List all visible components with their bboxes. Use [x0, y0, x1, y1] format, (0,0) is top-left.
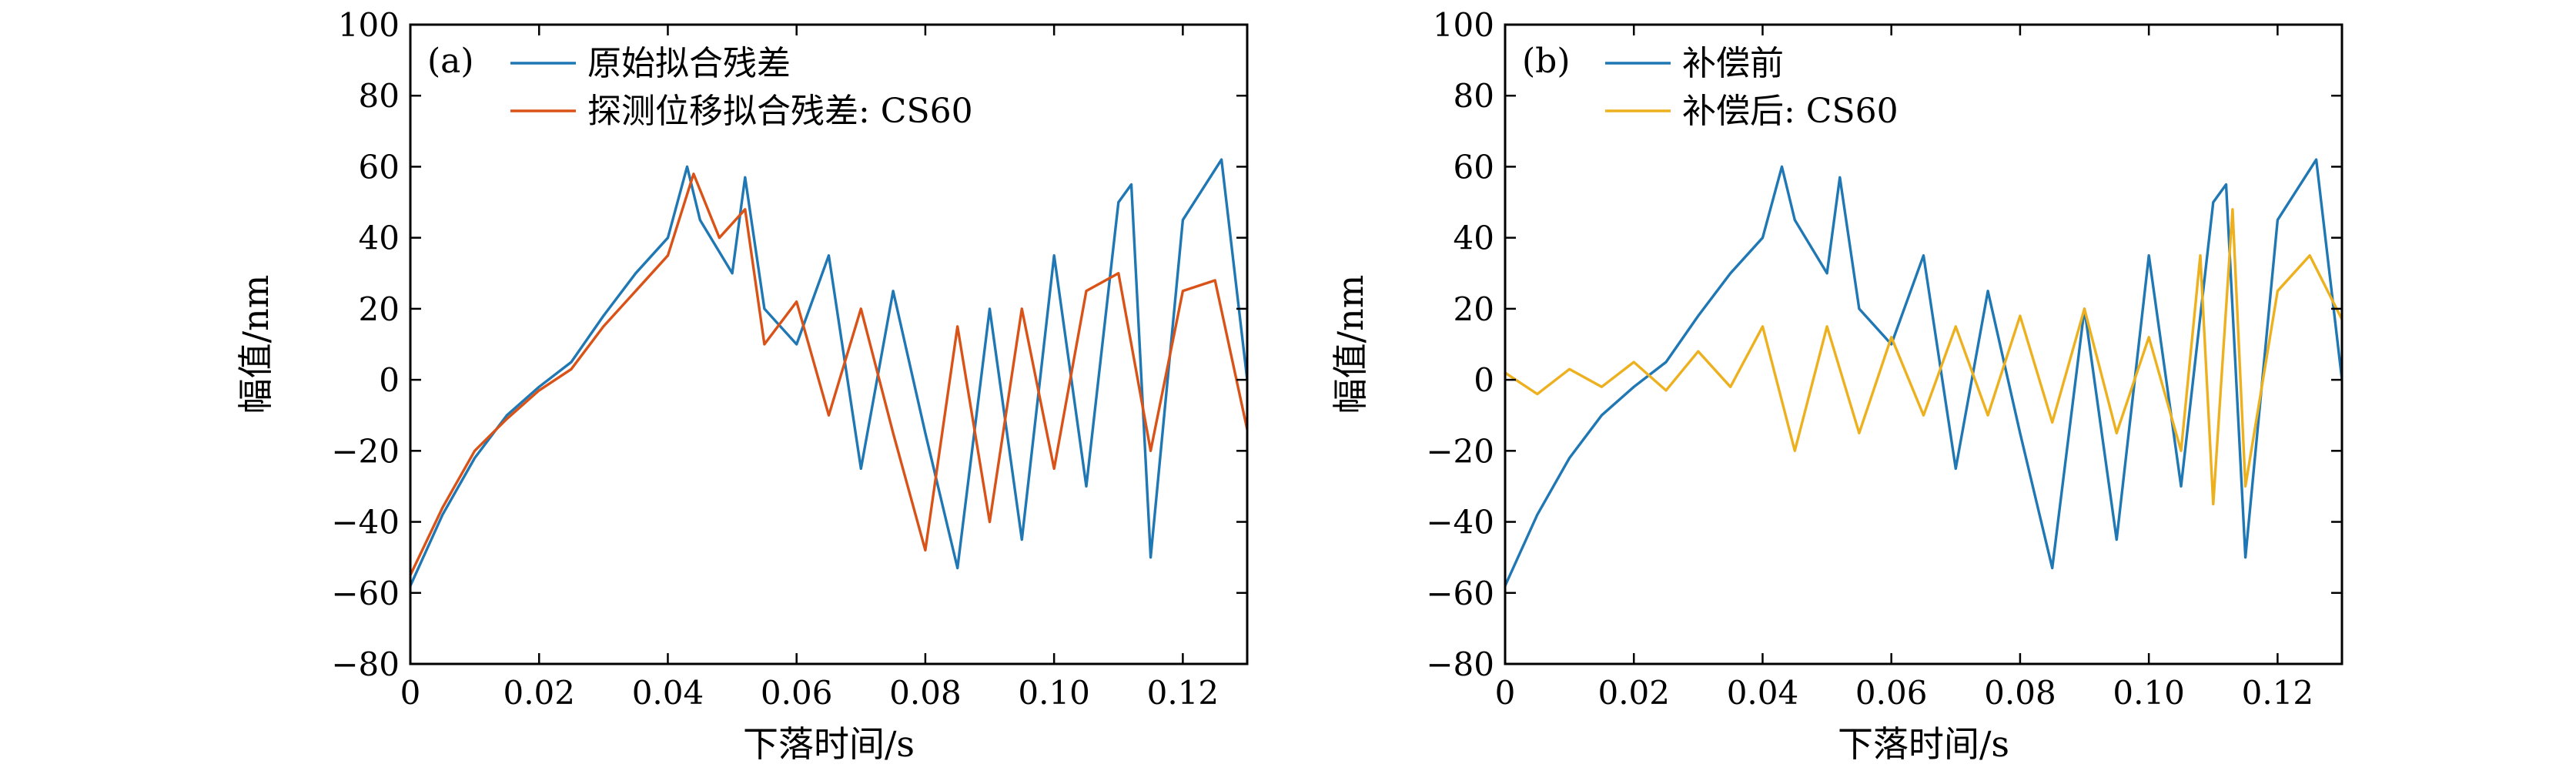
- legend: 补偿前 补偿后: CS60: [1605, 44, 1899, 131]
- y-tick-label: −40: [1426, 504, 1494, 541]
- x-tick-label: 0.02: [1597, 674, 1670, 712]
- y-tick-label: −60: [331, 575, 400, 612]
- legend-entry-label: 探测位移拟合残差: CS60: [587, 92, 973, 131]
- x-tick-label: 0.06: [1855, 674, 1928, 712]
- x-tick-label: 0.02: [503, 674, 575, 712]
- series-line-1: [410, 158, 1247, 587]
- x-tick-label: 0: [1495, 674, 1516, 712]
- plot-area: [1505, 158, 2342, 587]
- legend-entry-label: 原始拟合残差: [587, 44, 791, 83]
- y-tick-label: −20: [1426, 432, 1494, 470]
- x-axis-label: 下落时间/s: [1838, 723, 2009, 765]
- legend-entry-label: 补偿后: CS60: [1682, 92, 1899, 131]
- y-tick-label: 100: [338, 6, 400, 44]
- y-tick-label: 0: [1474, 361, 1494, 399]
- y-tick-label: 60: [1454, 148, 1494, 186]
- x-tick-label: 0.12: [1147, 674, 1219, 712]
- x-tick-label: 0.10: [1018, 674, 1090, 712]
- x-tick-label: 0.04: [632, 674, 704, 712]
- y-tick-label: 100: [1433, 6, 1494, 44]
- y-tick-label: −80: [1426, 645, 1494, 683]
- axes-frame: [1504, 23, 2343, 665]
- x-tick-label: 0.08: [889, 674, 962, 712]
- y-tick-label: −60: [1426, 575, 1494, 612]
- x-axis-label: 下落时间/s: [743, 723, 915, 765]
- panel-b: 0 0.02 0.04 0.06 0.08 0.10 0.12 −80 −60 −40 −20 0 2…: [1330, 6, 2343, 765]
- x-tick-label: 0: [400, 674, 421, 712]
- y-tick-label: −80: [331, 645, 400, 683]
- series-line-1: [1505, 158, 2342, 587]
- axes-frame: [409, 23, 1249, 665]
- y-tick-label: −40: [331, 504, 400, 541]
- y-axis-label: 幅值/nm: [1330, 275, 1371, 414]
- x-tick-labels: 0 0.02 0.04 0.06 0.08 0.10 0.12: [400, 674, 1219, 712]
- x-tick-label: 0.10: [2113, 674, 2185, 712]
- x-tick-label: 0.06: [761, 674, 833, 712]
- x-tick-label: 0.08: [1984, 674, 2056, 712]
- y-axis-label: 幅值/nm: [235, 275, 276, 414]
- legend: 原始拟合残差 探测位移拟合残差: CS60: [510, 44, 973, 131]
- y-tick-labels: −80 −60 −40 −20 0 20 40 60 80 100: [1426, 6, 1494, 683]
- series-line-2: [1505, 208, 2342, 506]
- x-tick-label: 0.12: [2242, 674, 2314, 712]
- panel-label: (a): [427, 42, 474, 81]
- series-line-2: [410, 173, 1247, 576]
- y-tick-label: 80: [1454, 77, 1494, 115]
- x-tick-labels: 0 0.02 0.04 0.06 0.08 0.10 0.12: [1495, 674, 2314, 712]
- y-tick-label: 80: [359, 77, 400, 115]
- legend-entry-label: 补偿前: [1682, 44, 1784, 83]
- axis-ticks: [409, 23, 1247, 665]
- y-tick-labels: −80 −60 −40 −20 0 20 40 60 80 100: [331, 6, 400, 683]
- y-tick-label: −20: [331, 432, 400, 470]
- y-tick-label: 40: [359, 220, 400, 257]
- panel-a: 0 0.02 0.04 0.06 0.08 0.10 0.12 −80 −60 −40 −20 0 2…: [235, 6, 1249, 765]
- x-tick-label: 0.04: [1727, 674, 1799, 712]
- y-tick-label: 60: [359, 148, 400, 186]
- y-tick-label: 40: [1454, 220, 1494, 257]
- plot-area: [410, 158, 1247, 587]
- y-tick-label: 20: [1454, 290, 1494, 328]
- panel-label: (b): [1522, 42, 1571, 81]
- y-tick-label: 0: [379, 361, 400, 399]
- axis-ticks: [1504, 23, 2342, 665]
- y-tick-label: 20: [359, 290, 400, 328]
